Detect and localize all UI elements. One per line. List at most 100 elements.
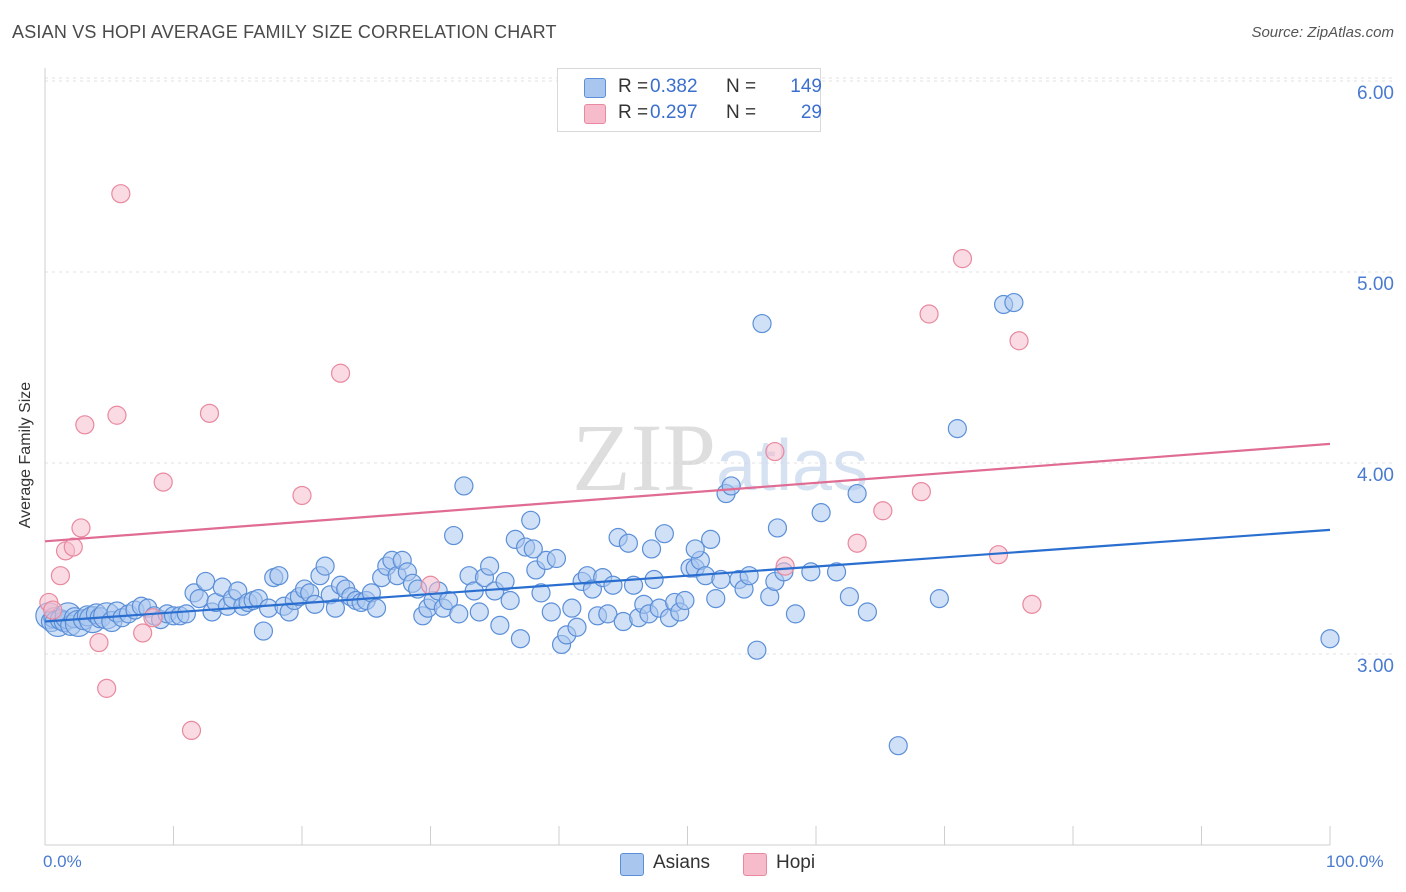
data-point — [253, 621, 274, 641]
data-point — [531, 583, 551, 603]
data-point — [811, 503, 831, 523]
data-point — [449, 604, 469, 624]
x-tick-max: 100.0% — [1326, 852, 1384, 871]
data-point — [189, 589, 209, 609]
hopi-legend-label: Hopi — [776, 852, 816, 873]
data-point — [330, 363, 351, 383]
data-point — [315, 556, 335, 576]
asians-legend-label: Asians — [653, 852, 711, 873]
data-point — [176, 604, 196, 624]
hopi-swatch — [584, 104, 606, 124]
data-point — [839, 587, 860, 607]
data-point — [420, 575, 441, 595]
data-point — [143, 608, 163, 628]
data-point — [43, 600, 63, 620]
data-point — [196, 571, 216, 592]
data-point — [567, 617, 587, 637]
data-point — [752, 313, 772, 334]
data-point — [97, 678, 117, 698]
asians-trend-line — [44, 528, 1331, 623]
data-point — [721, 476, 741, 496]
asians-swatch — [584, 78, 606, 98]
data-point — [292, 485, 312, 506]
data-point — [701, 529, 721, 550]
data-point — [603, 575, 623, 595]
chart-title: ASIAN VS HOPI AVERAGE FAMILY SIZE CORREL… — [12, 22, 557, 42]
asians-legend-swatch — [620, 853, 644, 876]
y-tick-label: 5.00 — [1357, 274, 1394, 295]
x-tick-min: 0.0% — [43, 852, 82, 871]
n-value: 149 — [790, 76, 822, 97]
data-point — [685, 539, 705, 559]
data-point — [775, 556, 795, 576]
data-point — [490, 615, 510, 635]
data-point — [454, 476, 474, 496]
correlation-legend: R = 0.382 N = 149 R = 0.297 N = 29 — [557, 68, 822, 132]
r-value: 0.382 — [650, 76, 698, 97]
data-point — [826, 562, 847, 582]
data-point — [305, 594, 325, 614]
data-point — [438, 590, 459, 611]
data-point — [767, 518, 788, 538]
data-point — [888, 736, 908, 756]
asians-points — [35, 292, 1340, 756]
n-value: 29 — [800, 102, 822, 123]
data-point — [654, 524, 674, 544]
data-point — [495, 571, 515, 592]
data-point — [873, 501, 893, 521]
data-point — [929, 589, 949, 609]
data-point — [785, 604, 806, 624]
data-point — [523, 539, 543, 559]
y-tick-label: 6.00 — [1357, 83, 1394, 104]
data-point — [675, 590, 695, 611]
data-point — [919, 304, 939, 324]
data-point — [107, 405, 127, 425]
y-tick-label: 4.00 — [1357, 465, 1394, 486]
data-point — [1009, 331, 1029, 351]
r-label: R = — [618, 102, 649, 123]
n-label: N = — [726, 76, 757, 97]
data-point — [366, 598, 387, 618]
data-point — [739, 566, 759, 586]
y-tick-label: 3.00 — [1357, 656, 1394, 677]
data-point — [181, 720, 202, 741]
data-point — [111, 184, 131, 204]
data-point — [618, 533, 638, 553]
data-point — [521, 510, 541, 530]
data-point — [269, 566, 289, 586]
hopi-legend-swatch — [743, 853, 767, 876]
data-point — [911, 482, 931, 502]
y-axis-label-wrapper: Average Family Size — [17, 382, 163, 528]
axes — [44, 68, 1331, 846]
data-point — [1004, 292, 1024, 313]
data-point — [89, 632, 109, 653]
data-point — [765, 441, 785, 462]
source-credit: Source: ZipAtlas.com — [1251, 24, 1394, 41]
data-point — [562, 598, 582, 618]
data-point — [469, 602, 489, 622]
data-point — [50, 566, 71, 586]
y-axis-label: Average Family Size — [17, 381, 34, 529]
data-point — [1022, 594, 1042, 614]
data-point — [857, 602, 878, 622]
data-point — [71, 518, 91, 538]
trend-lines — [44, 442, 1331, 623]
r-value: 0.297 — [650, 102, 698, 123]
data-point — [444, 525, 464, 546]
gridlines — [45, 77, 1392, 655]
data-point — [541, 602, 561, 622]
data-point — [598, 604, 618, 624]
hopi-points — [39, 184, 1042, 741]
data-point — [747, 640, 767, 660]
data-point — [847, 483, 867, 504]
n-label: N = — [726, 102, 757, 123]
data-point — [706, 589, 726, 609]
data-point — [133, 623, 153, 643]
data-point — [1320, 629, 1340, 649]
data-point — [153, 472, 173, 492]
data-point — [952, 249, 973, 269]
data-point — [847, 533, 867, 553]
data-point — [325, 598, 346, 618]
hopi-trend-line — [44, 442, 1331, 543]
